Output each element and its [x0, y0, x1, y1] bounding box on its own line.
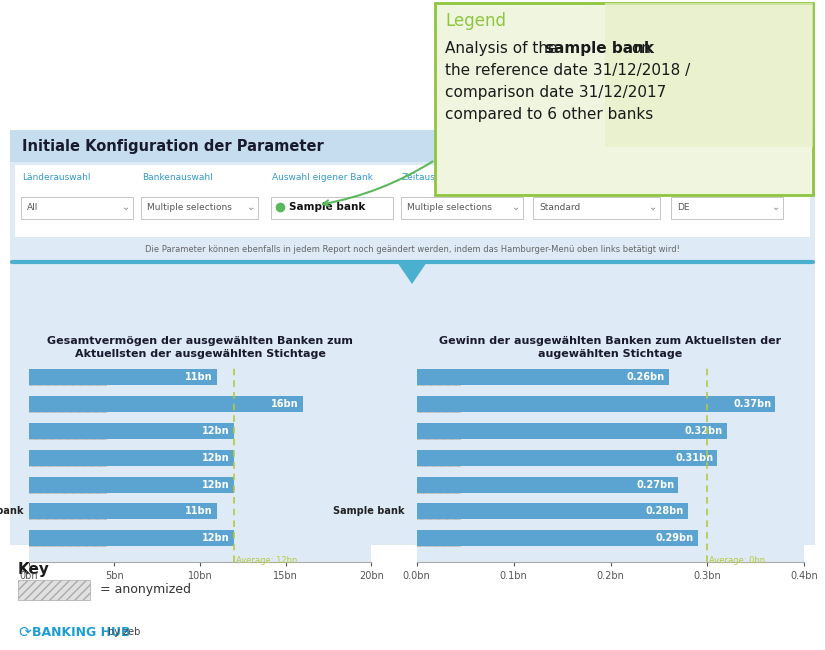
Text: Sprachauswahl: Sprachauswahl [672, 172, 741, 181]
Bar [417, 369, 668, 385]
FancyBboxPatch shape [21, 197, 133, 219]
FancyBboxPatch shape [15, 165, 810, 237]
Bar [417, 476, 460, 493]
Bar [29, 450, 234, 466]
FancyBboxPatch shape [435, 3, 813, 195]
FancyBboxPatch shape [605, 3, 813, 147]
Text: ⌄: ⌄ [772, 202, 780, 212]
Text: by zeb: by zeb [108, 627, 140, 637]
Text: Länderauswahl: Länderauswahl [22, 172, 91, 181]
Text: 16bn: 16bn [271, 399, 299, 410]
Text: ⌄: ⌄ [122, 202, 130, 212]
Bar [417, 503, 460, 519]
Text: 12bn: 12bn [202, 453, 230, 463]
Text: 0.26bn: 0.26bn [627, 372, 665, 382]
Bar [29, 369, 217, 385]
Text: 12bn: 12bn [202, 480, 230, 489]
FancyBboxPatch shape [271, 197, 393, 219]
Bar [417, 423, 727, 439]
Text: sample bank: sample bank [545, 41, 654, 56]
FancyBboxPatch shape [10, 130, 815, 545]
Bar [29, 396, 106, 412]
Bar [417, 503, 688, 519]
Bar [417, 530, 460, 546]
Text: 0.28bn: 0.28bn [646, 506, 684, 516]
Bar [29, 423, 234, 439]
Text: 11bn: 11bn [186, 372, 213, 382]
Text: Initiale Konfiguration der Parameter: Initiale Konfiguration der Parameter [22, 138, 323, 153]
Bar [417, 423, 460, 439]
Text: ⟳: ⟳ [18, 625, 31, 640]
Text: ⌄: ⌄ [649, 202, 658, 212]
Bar [417, 369, 460, 385]
Text: 0.29bn: 0.29bn [656, 533, 694, 543]
Text: Analysis of the: Analysis of the [445, 41, 563, 56]
Text: Average: 0bn: Average: 0bn [710, 556, 766, 565]
Title: Gewinn der ausgewählten Banken zum Aktuellsten der
augewählten Stichtage: Gewinn der ausgewählten Banken zum Aktue… [440, 336, 781, 359]
Bar [417, 396, 776, 412]
Text: Bankenauswahl: Bankenauswahl [142, 172, 213, 181]
Bar [18, 580, 90, 600]
Text: DE: DE [677, 203, 690, 211]
Text: 12bn: 12bn [202, 533, 230, 543]
Text: BANKING HUB: BANKING HUB [32, 625, 130, 638]
Bar [29, 423, 106, 439]
Bar [29, 476, 234, 493]
Text: Szenarioauswahl: Szenarioauswahl [534, 172, 610, 181]
Text: Legend: Legend [445, 12, 506, 30]
Bar [29, 530, 106, 546]
Bar [29, 530, 234, 546]
Text: on: on [627, 41, 651, 56]
Text: 0.37bn: 0.37bn [733, 399, 771, 410]
Text: the reference date 31/12/2018 /: the reference date 31/12/2018 / [445, 63, 691, 78]
Text: Die Parameter können ebenfalls in jedem Report noch geändert werden, indem das H: Die Parameter können ebenfalls in jedem … [144, 246, 680, 255]
Text: compared to 6 other banks: compared to 6 other banks [445, 107, 653, 122]
Text: 0.32bn: 0.32bn [685, 426, 723, 436]
FancyBboxPatch shape [401, 197, 523, 219]
Text: Auswahl eigener Bank: Auswahl eigener Bank [272, 172, 373, 181]
Text: Standard: Standard [539, 203, 580, 211]
Text: Multiple selections: Multiple selections [407, 203, 492, 211]
FancyBboxPatch shape [10, 130, 815, 162]
Bar [29, 396, 303, 412]
Text: Multiple selections: Multiple selections [147, 203, 232, 211]
Text: = anonymized: = anonymized [100, 584, 191, 597]
Bar [29, 503, 106, 519]
Text: 0.31bn: 0.31bn [675, 453, 714, 463]
Bar [417, 450, 717, 466]
FancyBboxPatch shape [671, 197, 783, 219]
Text: Sample bank: Sample bank [333, 506, 405, 516]
Bar [417, 396, 460, 412]
Text: Zeitauswahl: Zeitauswahl [402, 172, 457, 181]
Polygon shape [397, 262, 427, 284]
Text: Average: 12bn: Average: 12bn [236, 556, 297, 565]
Bar [29, 503, 217, 519]
Title: Gesamtvermögen der ausgewählten Banken zum
Aktuellsten der ausgewählten Stichtag: Gesamtvermögen der ausgewählten Banken z… [47, 336, 353, 359]
Bar [417, 476, 678, 493]
Bar [417, 450, 460, 466]
Text: Sample bank: Sample bank [0, 506, 24, 516]
FancyBboxPatch shape [141, 197, 258, 219]
Bar [29, 450, 106, 466]
Text: 0.27bn: 0.27bn [636, 480, 675, 489]
FancyBboxPatch shape [533, 197, 660, 219]
Text: All: All [27, 203, 39, 211]
Text: comparison date 31/12/2017: comparison date 31/12/2017 [445, 85, 667, 100]
Bar [29, 476, 106, 493]
Bar [417, 530, 698, 546]
Text: Key: Key [18, 562, 50, 577]
Text: 12bn: 12bn [202, 426, 230, 436]
Text: 11bn: 11bn [186, 506, 213, 516]
Text: Sample bank: Sample bank [289, 202, 365, 212]
Text: ⌄: ⌄ [512, 202, 520, 212]
Text: ⌄: ⌄ [247, 202, 255, 212]
Bar [29, 369, 106, 385]
